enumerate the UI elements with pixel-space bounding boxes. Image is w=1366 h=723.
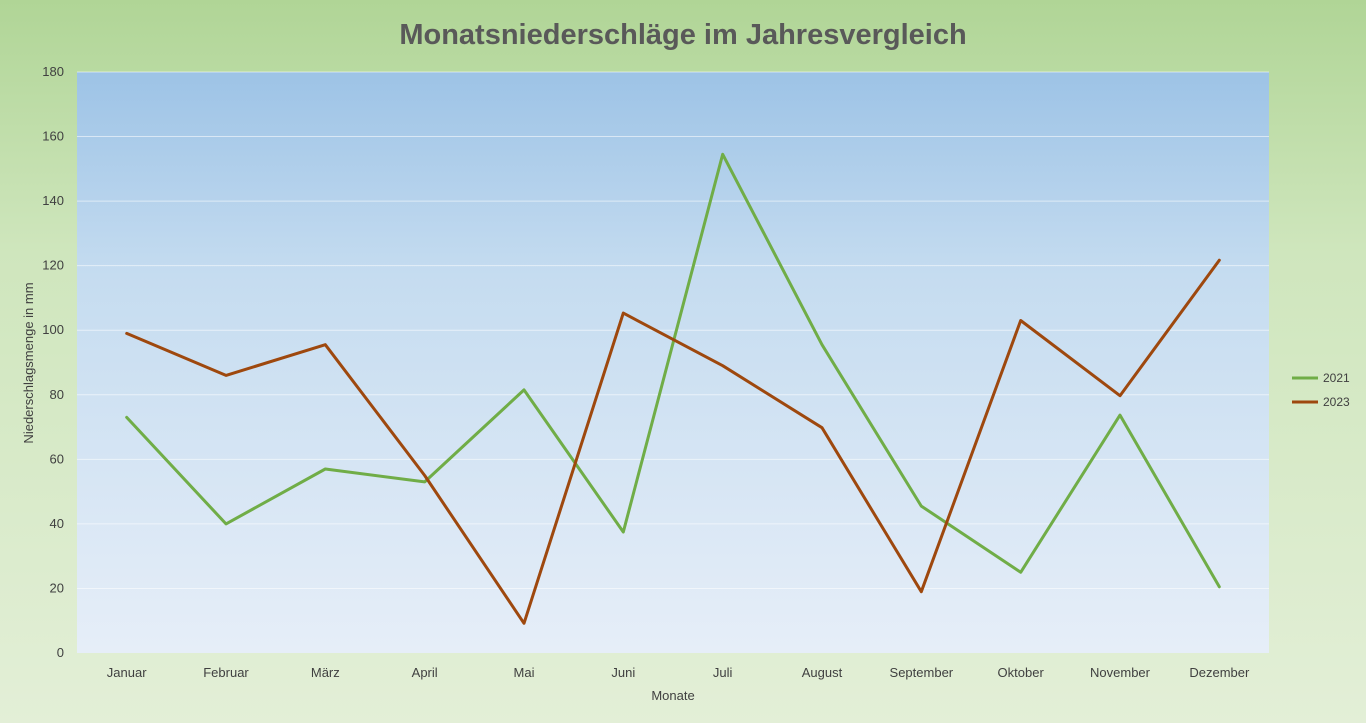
y-tick-label: 60: [50, 451, 64, 466]
x-tick-label: September: [890, 665, 954, 680]
y-axis-label: Niederschlagsmenge in mm: [21, 282, 36, 443]
x-tick-label: März: [311, 665, 340, 680]
legend: 2021 2023: [1292, 371, 1350, 409]
gridlines: [77, 71, 1269, 589]
y-tick-label: 140: [42, 193, 64, 208]
x-axis-ticks: Januar Februar März April Mai Juni Juli August S…: [107, 665, 1250, 680]
y-tick-label: 40: [50, 516, 64, 531]
y-tick-label: 180: [42, 64, 64, 79]
x-tick-label: April: [412, 665, 438, 680]
x-tick-label: Juli: [713, 665, 733, 680]
legend-label: 2023: [1323, 395, 1350, 409]
y-tick-label: 0: [57, 645, 64, 660]
x-tick-label: Dezember: [1189, 665, 1250, 680]
y-axis-ticks: 0 20 40 60 80 100 120 140 160 180: [42, 64, 64, 660]
y-tick-label: 160: [42, 129, 64, 144]
plot-area: [77, 72, 1269, 653]
series-lines: [125, 152, 1221, 625]
chart-title: Monatsniederschläge im Jahresvergleich: [399, 19, 966, 51]
x-tick-label: August: [802, 665, 843, 680]
x-axis-label: Monate: [651, 688, 694, 703]
y-tick-label: 100: [42, 322, 64, 337]
x-tick-label: Januar: [107, 665, 147, 680]
legend-label: 2021: [1323, 371, 1350, 385]
series-line-2021: [125, 152, 1221, 589]
x-tick-label: Februar: [203, 665, 249, 680]
y-tick-label: 120: [42, 258, 64, 273]
y-tick-label: 20: [50, 580, 64, 595]
x-tick-label: Mai: [514, 665, 535, 680]
y-tick-label: 80: [50, 387, 64, 402]
x-tick-label: Oktober: [998, 665, 1045, 680]
series-line-2023: [125, 258, 1221, 625]
x-tick-label: Juni: [611, 665, 635, 680]
x-tick-label: November: [1090, 665, 1151, 680]
